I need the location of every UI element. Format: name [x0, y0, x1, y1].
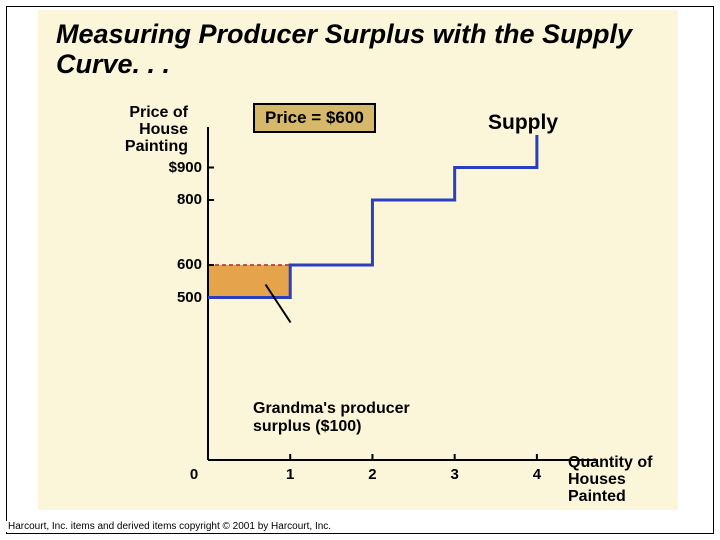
y-tick-label: $900	[152, 159, 202, 176]
y-tick-label: 500	[152, 289, 202, 306]
x-tick-label: 1	[280, 466, 300, 483]
y-tick-label: 600	[152, 256, 202, 273]
origin-label: 0	[184, 466, 204, 483]
x-axis-label: Quantity ofHouses Painted	[568, 455, 678, 505]
copyright: Harcourt, Inc. items and derived items c…	[6, 521, 333, 532]
chart-panel: Measuring Producer Surplus with the Supp…	[38, 10, 678, 510]
x-tick-label: 2	[362, 466, 382, 483]
y-tick-label: 800	[152, 191, 202, 208]
x-tick-label: 4	[527, 466, 547, 483]
x-tick-label: 3	[445, 466, 465, 483]
surplus-annotation: Grandma's producersurplus ($100)	[253, 400, 410, 435]
